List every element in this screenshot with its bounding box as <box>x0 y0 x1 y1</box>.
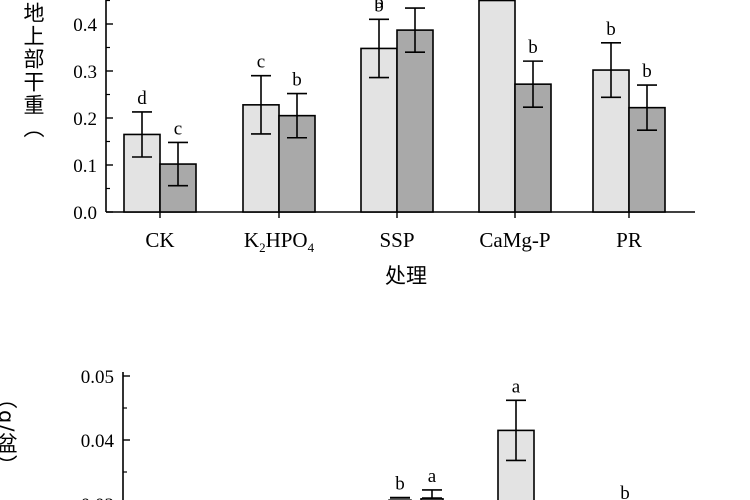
bottom-y-axis-label: （g/盆） <box>0 388 18 476</box>
top-x-axis-label: 处理 <box>385 264 427 288</box>
top-x-tick-label: CK <box>145 228 174 252</box>
bottom-y-tick-label: 0.03 <box>81 495 114 500</box>
top-y-tick-label: 0.2 <box>73 109 97 130</box>
bottom-y-tick-label: 0.05 <box>81 367 114 388</box>
top-bar-CaMg-P-1 <box>478 0 516 213</box>
top-significance-letter: b <box>642 61 652 82</box>
top-y-axis-label: 地上部干重（ <box>21 2 45 140</box>
bottom-chart-partial: 0.05 0.04 0.03 （g/盆） b a a b <box>0 367 630 500</box>
top-significance-letter: b <box>528 37 538 58</box>
top-significance-letter: c <box>257 52 265 73</box>
top-bar-SSP-2 <box>396 29 434 213</box>
top-y-tick-label: 0.0 <box>73 203 97 224</box>
bottom-significance-letter: b <box>620 483 630 500</box>
top-y-tick-label: 0.1 <box>73 156 97 177</box>
bottom-bar-SSP-2 <box>420 498 444 500</box>
top-significance-letter: b <box>292 70 302 91</box>
top-significance-letter-cut: b <box>374 0 384 13</box>
top-significance-letter: d <box>137 88 147 109</box>
top-significance-letter: b <box>374 0 384 16</box>
top-y-tick-label: 0.4 <box>73 15 97 36</box>
top-x-tick-label: PR <box>616 228 642 252</box>
top-x-tick-label: K2HPO4 <box>244 228 315 255</box>
bottom-significance-letter: a <box>512 376 521 397</box>
top-x-tick-label: SSP <box>379 228 414 252</box>
bottom-significance-letter: a <box>428 466 437 487</box>
top-y-tick-label: 0.3 <box>73 62 97 83</box>
top-significance-letter: c <box>174 118 182 139</box>
top-significance-letter: b <box>606 19 616 40</box>
bottom-y-tick-label: 0.04 <box>81 431 115 452</box>
top-x-tick-label: CaMg-P <box>479 228 550 252</box>
top-bar-K2HPO4-2 <box>278 114 316 213</box>
bottom-significance-letter: b <box>395 474 405 495</box>
